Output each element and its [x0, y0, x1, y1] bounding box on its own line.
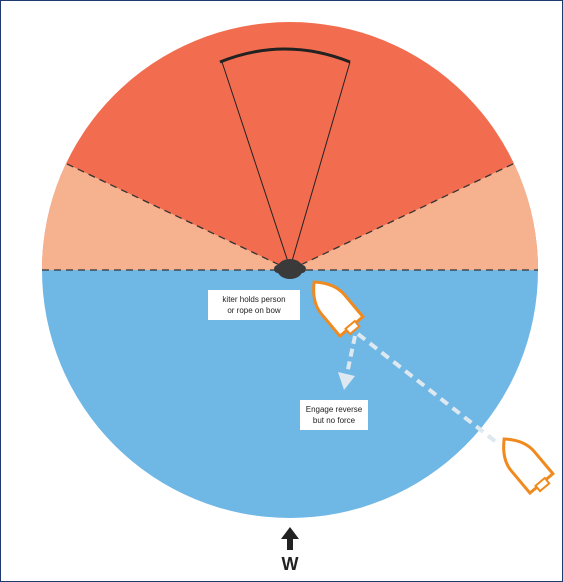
boat [502, 437, 556, 496]
kite-line [221, 61, 291, 269]
right-soft-zone [290, 149, 538, 270]
label: kiter holds person [222, 295, 285, 304]
kiter [298, 265, 306, 273]
kiter [277, 259, 303, 279]
zone-line [289, 162, 516, 271]
label-box [300, 400, 368, 430]
label: but no force [313, 416, 356, 425]
label: Engage reverse [306, 405, 363, 414]
kite-window-arc [219, 47, 351, 64]
kiter [274, 265, 282, 273]
left-soft-zone [42, 149, 290, 270]
reverse-arrow [345, 335, 357, 375]
wind-arrow [281, 527, 299, 550]
boat [312, 280, 366, 339]
label-box [208, 290, 300, 320]
reverse-arrowhead [338, 372, 355, 390]
approach-path [356, 332, 502, 447]
kite-line [289, 61, 351, 269]
label: or rope on bow [227, 306, 281, 315]
zone-line [64, 162, 291, 271]
wind-label: W [282, 554, 299, 574]
